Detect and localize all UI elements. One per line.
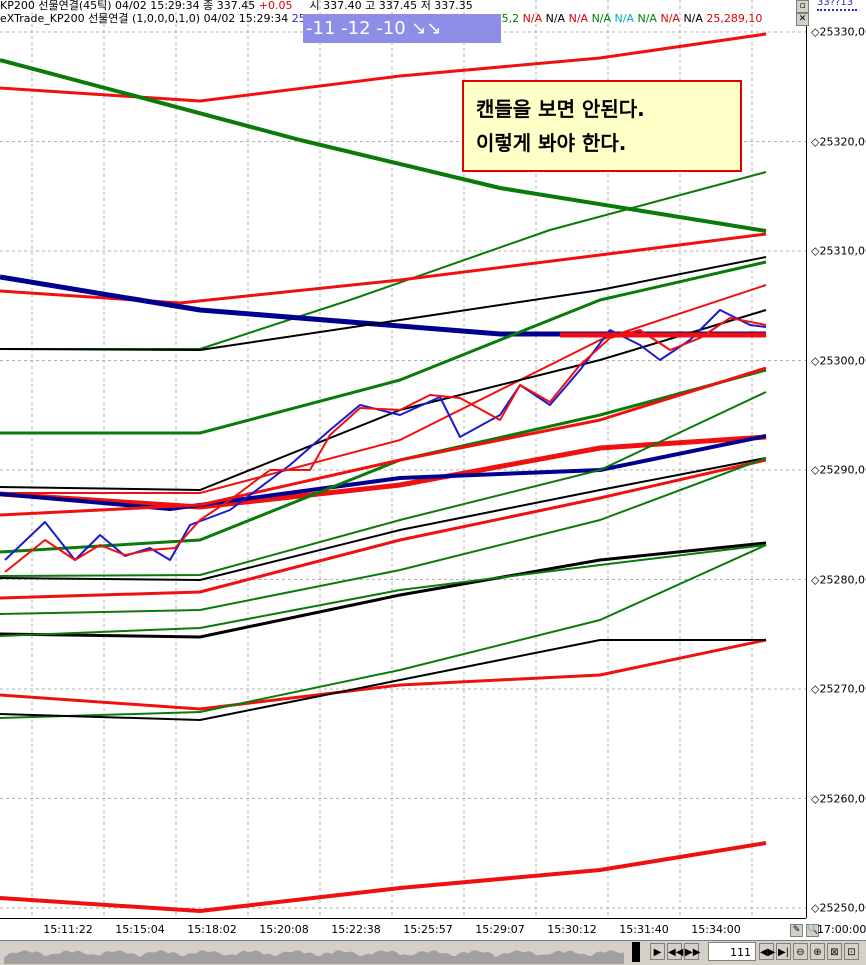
settings-icon[interactable]: ✎ (790, 924, 803, 937)
symbol-label: KP200 선물연결(45틱) (0, 0, 112, 12)
time-tick-label: 15:22:38 (331, 923, 381, 936)
time-tick-label: 15:29:07 (475, 923, 525, 936)
price-tick-label: ◇25280,00 (811, 573, 866, 586)
scroll-fast-forward-button[interactable]: ▶▶ (684, 943, 700, 960)
lower-band-line-1 (0, 458, 767, 600)
price-tick-label: ◇25320,00 (811, 135, 866, 148)
symbol-info-line: KP200 선물연결(45틱) 04/02 15:29:34 종 337.45 … (0, 0, 473, 12)
medium-ma-line (0, 274, 766, 337)
time-tick-label: 15:11:22 (43, 923, 93, 936)
price-tick-label: ◇25330,00 (811, 25, 866, 39)
zoom-width-button[interactable]: ◀▶ (759, 943, 775, 960)
price-tick-label: ◇25250,00 (811, 901, 866, 915)
price-tick-label: ◇25270,00 (811, 682, 866, 696)
scroll-thumb[interactable] (632, 942, 640, 962)
fullscreen-button[interactable]: ⊡ (844, 943, 859, 960)
goto-end-button[interactable]: ▶| (776, 943, 791, 960)
price-chart[interactable] (0, 0, 806, 918)
time-tick-label: 15:31:40 (619, 923, 669, 936)
indicator-value: N/A (637, 12, 661, 25)
time-axis (0, 918, 806, 941)
annotation-note: 캔들을 보면 안된다. 이렇게 봐야 한다. (462, 80, 742, 172)
indicator-name: eXTrade_KP200 선물연결 (1,0,0,0,1,0) (0, 12, 201, 25)
low-price: 저 337.35 (420, 0, 473, 12)
price-tick-label: ◇25290,00 (811, 463, 866, 477)
zoom-out-button[interactable]: ⊖ (793, 943, 808, 960)
indicator-value: N/A (660, 12, 684, 25)
base-line (0, 434, 767, 510)
lower-band-line-2 (0, 638, 767, 711)
annotation-line-1: 캔들을 보면 안된다. (476, 97, 645, 121)
lower-channel-line-5 (0, 544, 767, 637)
upper-mid-band-line (0, 232, 767, 305)
fast-ma-line (4, 317, 767, 573)
channel-line-3 (0, 284, 767, 494)
end-time-label: 17:00:00 (817, 923, 866, 936)
indicator-lines (0, 32, 767, 913)
indicator-datetime: 04/02 15:29:34 (203, 12, 289, 25)
open-price: 시 337.40 (309, 0, 362, 12)
mid-band-line (0, 366, 767, 517)
channel-line-2 (0, 260, 767, 435)
time-tick-label: 15:15:04 (115, 923, 165, 936)
zoom-icon[interactable]: 🔍 (806, 924, 819, 937)
indicator-value: 25,289,10 (706, 12, 763, 25)
signal-strip: -11 -12 -10 ↘↘ (303, 14, 501, 43)
time-tick-label: 15:34:00 (691, 923, 741, 936)
volume-overview[interactable] (4, 942, 624, 964)
lower-channel-line-1 (0, 391, 767, 577)
window-close-icon[interactable]: ✕ (796, 13, 809, 26)
indicator-value: N/A (683, 12, 707, 25)
price-line (4, 309, 767, 561)
indicator-value: N/A (545, 12, 569, 25)
time-tick-label: 15:30:12 (547, 923, 597, 936)
lower-channel-line-2 (0, 457, 767, 581)
channel-line-1 (0, 256, 767, 351)
lower-outer-band-line (0, 841, 767, 913)
long-ma-line (0, 58, 767, 233)
price-change: +0.05 (258, 0, 293, 12)
scroll-fast-back-button[interactable]: ◀◀ (667, 943, 683, 960)
window-restore-icon[interactable]: ▫ (796, 0, 809, 13)
axis-top-marker (817, 9, 857, 14)
price-tick-label: ◇25260,00 (811, 792, 866, 805)
axis-top-label: 33??13 (817, 0, 854, 8)
time-tick-label: 15:25:57 (403, 923, 453, 936)
close-price: 종 337.45 (203, 0, 256, 12)
high-price: 고 337.45 (365, 0, 418, 12)
scroll-right-button[interactable]: ▶ (650, 943, 665, 960)
annotation-line-2: 이렇게 봐야 한다. (476, 131, 627, 155)
lower-channel-line-3 (0, 457, 767, 615)
price-tick-label: ◇25300,00 (811, 354, 866, 367)
indicator-value: N/A (614, 12, 638, 25)
indicator-value: N/A (591, 12, 615, 25)
time-tick-label: 15:20:08 (259, 923, 309, 936)
price-tick-label: ◇25310,00 (811, 244, 866, 258)
zoom-in-button[interactable]: ⊕ (810, 943, 825, 960)
price-axis[interactable]: ▫ ✕ 33??13 (796, 0, 866, 918)
lower-channel-line-6 (0, 544, 767, 719)
lower-channel-line-4 (0, 541, 767, 639)
indicator-value: N/A (522, 12, 546, 25)
time-tick-label: 15:18:02 (187, 923, 237, 936)
bar-count-input[interactable]: 111 (708, 942, 756, 961)
signal-line (0, 434, 767, 511)
layout-button[interactable]: ⊠ (827, 943, 842, 960)
lower-channel-line-7 (0, 639, 766, 721)
quote-datetime: 04/02 15:29:34 (115, 0, 200, 12)
indicator-value: N/A (568, 12, 592, 25)
